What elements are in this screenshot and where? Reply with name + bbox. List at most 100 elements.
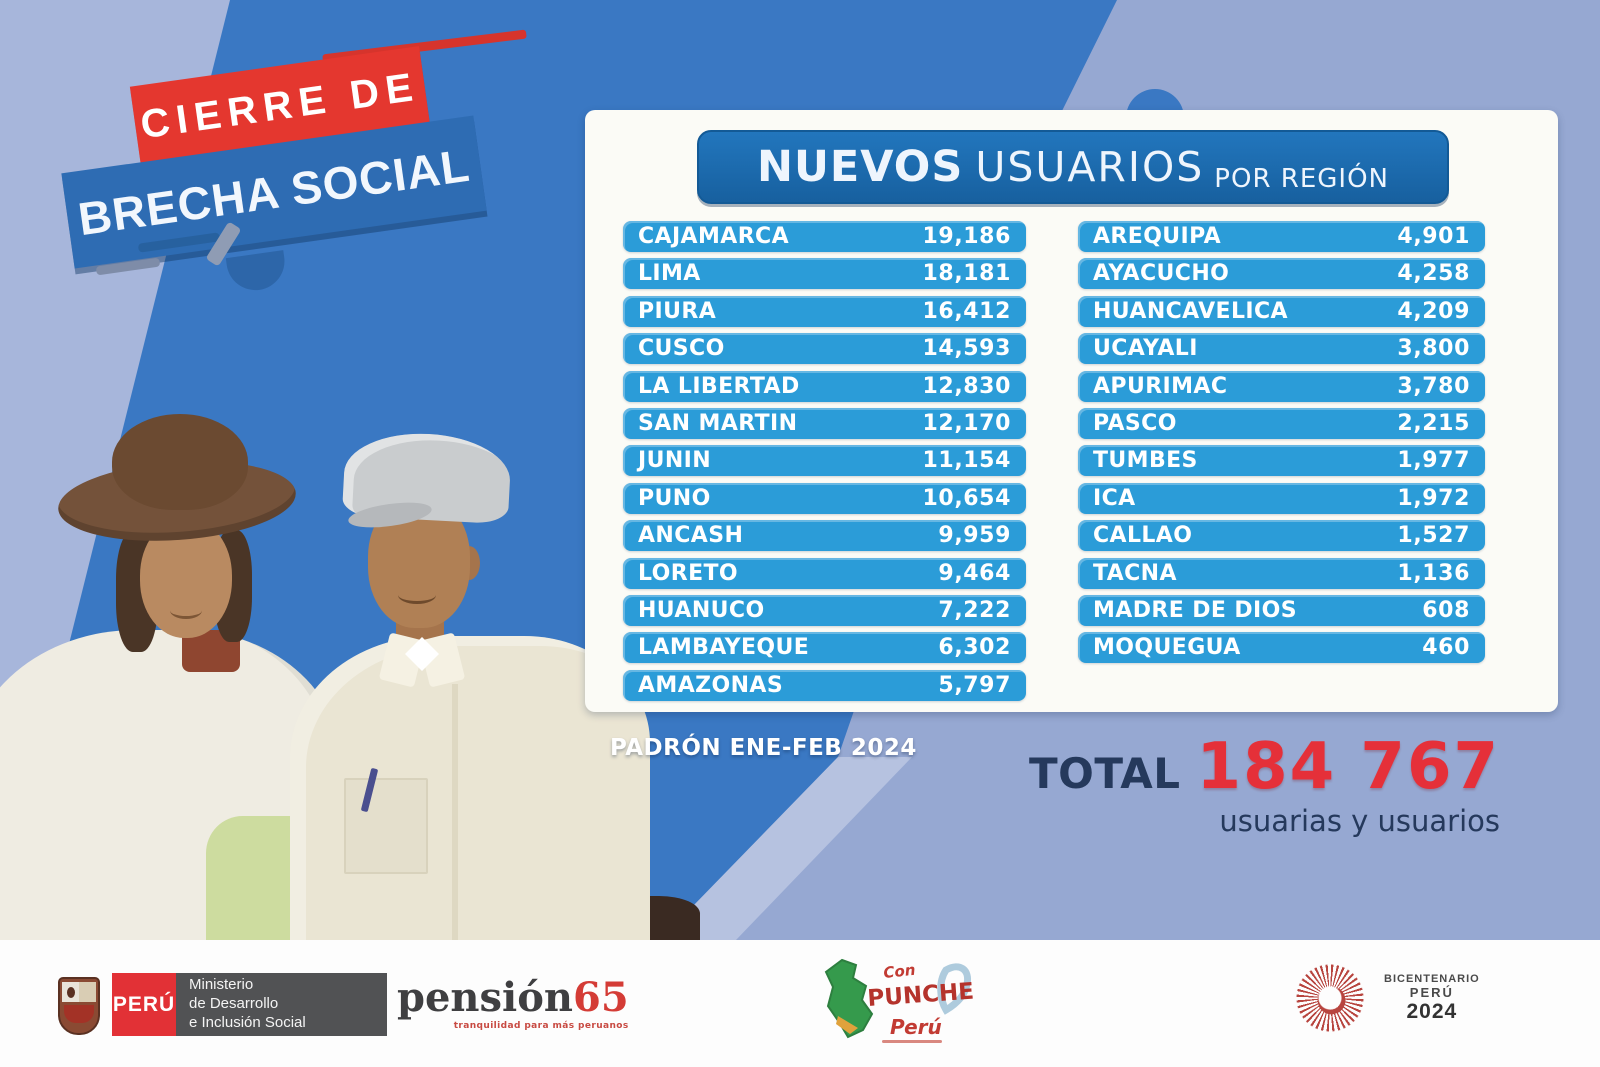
data-card: NUEVOS USUARIOS POR REGIÓN CAJAMARCA 19,… — [585, 110, 1558, 712]
region-value: 1,527 — [1397, 523, 1470, 549]
region-name: PIURA — [638, 298, 717, 324]
bicentenario-text: BICENTENARIO PERÚ 2024 — [1384, 973, 1480, 1024]
table-row: CALLAO 1,527 — [1078, 520, 1485, 552]
table-row: PUNO 10,654 — [623, 482, 1026, 514]
region-name: AREQUIPA — [1093, 224, 1222, 249]
peru-coat-of-arms-icon — [55, 973, 103, 1035]
region-name: CALLAO — [1093, 523, 1193, 549]
region-name: UCAYALI — [1093, 336, 1198, 362]
ministry-line: de Desarrollo — [189, 995, 279, 1013]
table-row: HUANUCO 7,222 — [623, 594, 1026, 626]
region-value: 460 — [1422, 635, 1470, 661]
pension65-number: 65 — [572, 974, 629, 1021]
peru-wordmark: PERÚ — [112, 973, 176, 1036]
table-row: LAMBAYEQUE 6,302 — [623, 632, 1026, 664]
table-row: ICA 1,972 — [1078, 482, 1485, 514]
table-row: UCAYALI 3,800 — [1078, 333, 1485, 365]
region-value: 3,780 — [1397, 373, 1470, 399]
total-value: 184 767 — [1196, 730, 1500, 804]
total-label: TOTAL — [1029, 749, 1181, 798]
region-value: 5,797 — [938, 672, 1011, 698]
table-row: TUMBES 1,977 — [1078, 445, 1485, 477]
table-row: PIURA 16,412 — [623, 295, 1026, 327]
title-lockup: CIERRE DE BRECHA SOCIAL — [30, 10, 590, 320]
region-name: PUNO — [638, 485, 711, 511]
region-name: ANCASH — [638, 523, 744, 549]
con-punche-peru-logo: Con PUNCHE Perú — [818, 954, 978, 1050]
pension65-logo: pensión65 tranquilidad para más peruanos — [397, 973, 629, 1036]
region-value: 12,170 — [922, 410, 1011, 436]
region-value: 1,136 — [1397, 560, 1470, 586]
bicentenario-line1: BICENTENARIO — [1384, 972, 1480, 985]
table-row: CUSCO 14,593 — [623, 333, 1026, 365]
region-name: SAN MARTIN — [638, 410, 798, 436]
region-name: CAJAMARCA — [638, 224, 790, 249]
region-name: JUNIN — [638, 448, 712, 474]
region-value: 19,186 — [922, 224, 1011, 249]
region-value: 14,593 — [922, 336, 1011, 362]
region-name: HUANUCO — [638, 597, 765, 623]
total-sublabel: usuarias y usuarios — [1219, 804, 1500, 838]
region-name: AYACUCHO — [1093, 261, 1230, 287]
table-row: JUNIN 11,154 — [623, 445, 1026, 477]
table-row: SAN MARTIN 12,170 — [623, 407, 1026, 439]
table-row: PASCO 2,215 — [1078, 407, 1485, 439]
region-value: 16,412 — [922, 298, 1011, 324]
table-title-emphasis: NUEVOS — [757, 142, 964, 192]
region-name: CUSCO — [638, 336, 725, 362]
bicentenario-logo: BICENTENARIO PERÚ 2024 — [1284, 952, 1480, 1044]
ministry-logo-text: Ministerio de Desarrollo e Inclusión Soc… — [176, 973, 387, 1036]
region-column-left: CAJAMARCA 19,186 LIMA 18,181 PIURA 16,41… — [623, 221, 1026, 707]
region-value: 1,972 — [1397, 485, 1470, 511]
footer-logo-strip: PERÚ Ministerio de Desarrollo e Inclusió… — [0, 940, 1600, 1067]
region-name: HUANCAVELICA — [1093, 298, 1288, 324]
region-value: 4,209 — [1397, 298, 1470, 324]
half-disc-decoration — [225, 250, 289, 294]
woman-smile — [170, 602, 202, 619]
punche-word3: Perú — [890, 1015, 942, 1039]
region-name: LORETO — [638, 560, 739, 586]
elderly-couple-photo — [0, 380, 700, 950]
punche-small-tagline-decoration — [882, 1040, 942, 1043]
region-value: 7,222 — [938, 597, 1011, 623]
region-value: 608 — [1422, 597, 1470, 623]
region-name: MOQUEGUA — [1093, 635, 1241, 661]
region-column-right: AREQUIPA 4,901 AYACUCHO 4,258 HUANCAVELI… — [1078, 221, 1485, 670]
ministry-line: e Inclusión Social — [189, 1013, 306, 1031]
table-row: APURIMAC 3,780 — [1078, 370, 1485, 402]
table-row: CAJAMARCA 19,186 — [623, 221, 1026, 252]
government-logo-cluster: PERÚ Ministerio de Desarrollo e Inclusió… — [55, 973, 629, 1036]
bicentenario-sunburst-icon — [1284, 952, 1376, 1044]
region-name: APURIMAC — [1093, 373, 1228, 399]
region-value: 1,977 — [1397, 448, 1470, 474]
table-title-regular: USUARIOS — [975, 143, 1205, 191]
padron-period-label: PADRÓN ENE-FEB 2024 — [610, 735, 917, 761]
region-name: MADRE DE DIOS — [1093, 597, 1297, 623]
table-row: LA LIBERTAD 12,830 — [623, 370, 1026, 402]
region-name: ICA — [1093, 485, 1136, 511]
region-name: LIMA — [638, 261, 701, 287]
pension65-wordmark: pensión — [397, 974, 573, 1021]
table-row: TACNA 1,136 — [1078, 557, 1485, 589]
region-value: 11,154 — [922, 448, 1011, 474]
region-value: 4,901 — [1397, 224, 1470, 249]
table-row: AMAZONAS 5,797 — [623, 669, 1026, 701]
region-name: TACNA — [1093, 560, 1177, 586]
region-name: LAMBAYEQUE — [638, 635, 810, 661]
flexed-arm-icon — [937, 963, 972, 1015]
region-value: 12,830 — [922, 373, 1011, 399]
region-value: 2,215 — [1397, 410, 1470, 436]
man-smile — [398, 586, 436, 604]
woman-hat — [112, 414, 248, 510]
peru-map-icon — [824, 958, 874, 1039]
table-row: MOQUEGUA 460 — [1078, 632, 1485, 664]
man-shirt-pocket — [344, 778, 428, 874]
table-row: AYACUCHO 4,258 — [1078, 258, 1485, 290]
region-name: AMAZONAS — [638, 672, 784, 698]
region-name: PASCO — [1093, 410, 1177, 436]
bicentenario-line3: 2024 — [1406, 999, 1458, 1023]
table-row: LORETO 9,464 — [623, 557, 1026, 589]
region-value: 10,654 — [922, 485, 1011, 511]
table-row: LIMA 18,181 — [623, 258, 1026, 290]
